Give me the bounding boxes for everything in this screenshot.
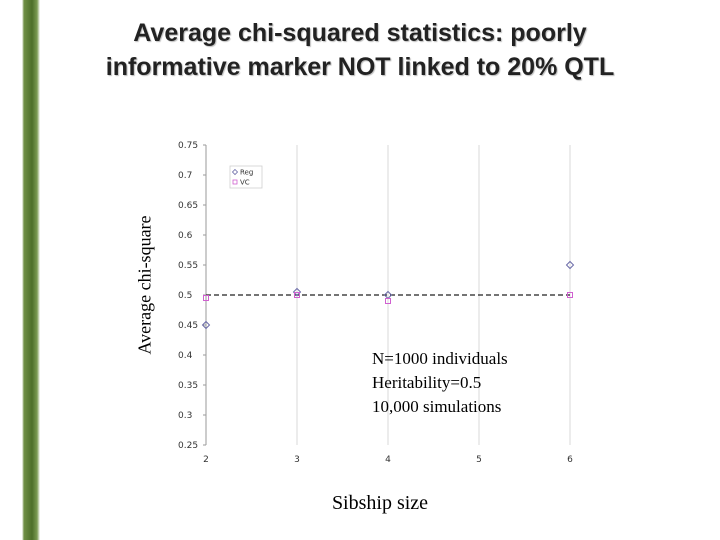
point-vc (385, 298, 391, 304)
y-tick-label: 0.35 (178, 381, 198, 391)
y-tick-label: 0.5 (178, 291, 192, 301)
x-axis-label: Sibship size (331, 492, 429, 514)
x-tick-label: 3 (294, 455, 300, 465)
point-reg (565, 260, 575, 270)
point-vc (567, 292, 573, 298)
y-tick-label: 0.25 (178, 441, 198, 451)
y-tick-label: 0.55 (178, 261, 198, 271)
note-line-3: 10,000 simulations (372, 397, 502, 416)
point-vc (294, 292, 300, 298)
title-line-1: Average chi-squared statistics: poorly (133, 19, 587, 47)
legend-marker-reg (231, 168, 239, 176)
y-tick-label: 0.45 (178, 321, 198, 331)
y-tick-label: 0.75 (178, 141, 198, 151)
slide-side-bar (0, 0, 40, 540)
note-line-2: Heritability=0.5 (372, 373, 482, 392)
point-reg (292, 287, 302, 297)
title-line-2: informative marker NOT linked to 20% QTL (105, 53, 615, 81)
x-tick-label: 6 (567, 455, 573, 465)
legend-label-reg: Reg (240, 169, 253, 177)
x-tick-label: 2 (203, 455, 209, 465)
legend-marker-vc (232, 179, 238, 185)
y-tick-label: 0.7 (178, 171, 192, 181)
slide-title: Average chi-squared statistics: poorly i… (40, 16, 680, 84)
simulation-note: N=1000 individuals Heritability=0.5 10,0… (372, 347, 508, 419)
y-tick-label: 0.3 (178, 411, 192, 421)
y-tick-label: 0.65 (178, 201, 198, 211)
x-tick-label: 4 (385, 455, 391, 465)
legend-label-vc: VC (240, 179, 250, 187)
y-tick-label: 0.4 (178, 351, 193, 361)
y-axis-label: Average chi-square (134, 215, 155, 355)
note-line-1: N=1000 individuals (372, 349, 508, 368)
y-tick-label: 0.6 (178, 231, 193, 241)
point-reg (201, 320, 211, 330)
legend-box (229, 165, 263, 189)
x-tick-label: 5 (476, 455, 482, 465)
point-vc (203, 295, 209, 301)
